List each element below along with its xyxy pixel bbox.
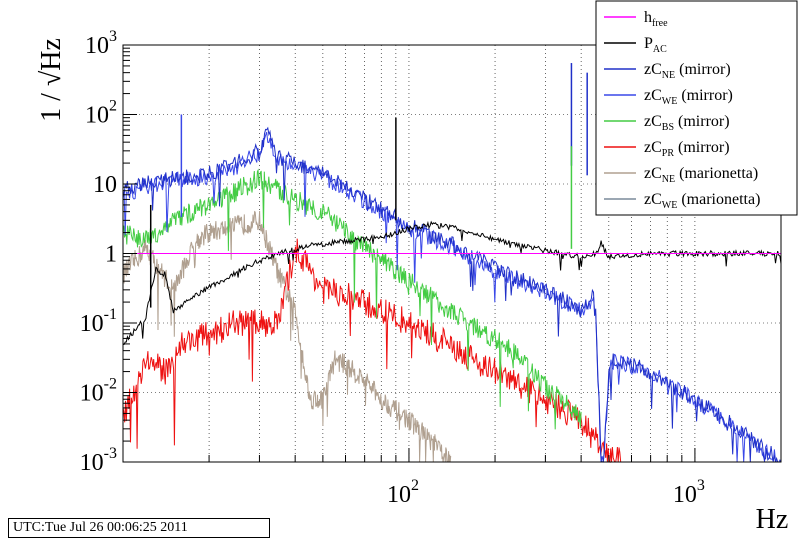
axis-ticks [123, 44, 782, 463]
y-tick-label: 102 [85, 98, 117, 129]
x-tick-label: 103 [673, 477, 705, 508]
series-line [122, 126, 781, 463]
legend-entry: zCBS (mirror) [644, 113, 730, 133]
y-tick-label: 103 [85, 28, 117, 59]
y-tick-label: 1 [105, 242, 117, 268]
legend-box [595, 0, 798, 216]
timestamp-box: UTC:Tue Jul 26 00:06:25 2011 [8, 518, 270, 538]
x-tick-label: 102 [387, 477, 419, 508]
y-tick-label: 10-3 [80, 445, 117, 476]
series-line [122, 220, 782, 345]
legend-entry: zCWE (mirror) [644, 87, 733, 107]
legend: hfree PAC zCNE (mirror) zCWE (mirror) zCBS (… [595, 0, 798, 216]
y-tick-label: 10-2 [80, 376, 117, 407]
y-tick-label: 10-1 [80, 306, 117, 337]
legend-entry: zCPR (mirror) [644, 139, 730, 159]
series-line [122, 131, 782, 463]
legend-entry: zCNE (mirror) [644, 61, 731, 81]
legend-entry: zCNE (marionetta) [644, 165, 758, 185]
x-tick-labels: 102 103 [387, 477, 705, 508]
series-layer [122, 63, 782, 463]
series-line [122, 168, 582, 430]
legend-entry: hfree [644, 9, 668, 29]
legend-entry: zCWE (marionetta) [644, 191, 760, 211]
series-line [122, 210, 452, 463]
legend-entry: PAC [644, 35, 667, 55]
series-line [122, 238, 622, 463]
x-axis-label: Hz [756, 504, 789, 535]
y-axis-label: 1 / √Hz [36, 38, 67, 122]
y-tick-label: 10 [93, 172, 117, 198]
